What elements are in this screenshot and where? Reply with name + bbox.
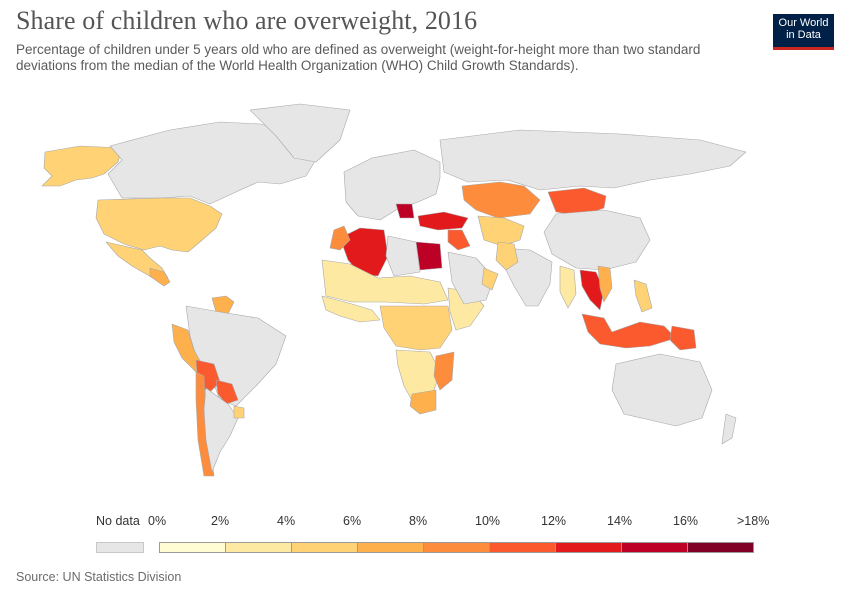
chart-subtitle: Percentage of children under 5 years old… [16, 42, 701, 73]
legend-bin-6[interactable] [555, 542, 622, 553]
map-region-balkans[interactable]: Balkans [395, 203, 415, 219]
map-region-australia[interactable]: Australia [611, 353, 713, 427]
map-region-morocco[interactable]: Morocco [329, 225, 351, 251]
map-region-pakistan[interactable]: Pakistan [495, 241, 519, 271]
owid-logo[interactable]: Our World in Data [773, 14, 834, 50]
map-region-egypt[interactable]: Egypt [415, 241, 443, 271]
legend-tick-label: 2% [211, 514, 230, 528]
map-region-algeria[interactable]: Algeria [339, 227, 389, 277]
map-region-myanmar[interactable]: Myanmar [559, 265, 577, 309]
map-region-paraguay[interactable]: Paraguay [215, 379, 239, 405]
map-region-thailand[interactable]: Thailand [579, 269, 605, 311]
map-region-oman[interactable]: Oman [481, 267, 499, 291]
source-note[interactable]: Source: UN Statistics Division [16, 570, 182, 584]
legend-tick-label: 8% [409, 514, 428, 528]
legend-tick-label: 12% [541, 514, 567, 528]
map-region-argentina[interactable]: Argentina [203, 387, 239, 473]
map-region-mozambique[interactable]: Mozambique [433, 351, 455, 391]
logo-line-1: Our World [778, 17, 829, 29]
map-region-philippines[interactable]: Philippines [633, 279, 653, 313]
map-region-mongolia[interactable]: Mongolia [547, 187, 607, 217]
map-region-turkey[interactable]: Turkey [417, 211, 469, 231]
world-map: AlaskaCanadaGreenlandUnited StatesMexico… [41, 103, 747, 477]
legend-tick-label: 0% [148, 514, 167, 528]
chart-title: Share of children who are overweight, 20… [16, 6, 478, 35]
map-region-sahel[interactable]: Sahel [321, 259, 449, 305]
map-region-venezuela[interactable]: Venezuela [211, 295, 235, 315]
map-region-arabian-peninsula[interactable]: Arabian Peninsula [447, 251, 495, 305]
map-region-central-america[interactable]: Central America [149, 267, 171, 287]
logo-line-2: in Data [786, 29, 821, 41]
map-region-china[interactable]: China [543, 209, 651, 271]
map-region-central-asia[interactable]: Central Asia [477, 215, 525, 247]
map-region-libya[interactable]: Libya [385, 235, 421, 277]
map-region-south-africa[interactable]: South Africa [409, 389, 437, 415]
legend-bin-4[interactable] [423, 542, 490, 553]
map-region-new-zealand[interactable]: New Zealand [721, 413, 737, 445]
legend-tick-label: 4% [277, 514, 296, 528]
map-region-vietnam[interactable]: Vietnam [597, 265, 613, 303]
legend-tick-label: 6% [343, 514, 362, 528]
legend-bin-3[interactable] [357, 542, 424, 553]
legend-no-data-label: No data [96, 514, 140, 528]
legend-no-data-swatch[interactable] [96, 542, 144, 553]
map-region-canada[interactable]: Canada [107, 121, 319, 205]
map-region-west-africa[interactable]: West Africa [321, 295, 381, 323]
map-region-russia[interactable]: Russia [439, 129, 747, 191]
legend-bin-2[interactable] [291, 542, 358, 553]
map-region-alaska[interactable]: Alaska [41, 145, 123, 187]
map-region-kazakhstan[interactable]: Kazakhstan [461, 181, 541, 219]
map-region-central-africa[interactable]: Central Africa [379, 305, 453, 351]
legend-bin-1[interactable] [225, 542, 292, 553]
legend-tick-label: 14% [607, 514, 633, 528]
map-region-indonesia[interactable]: Indonesia [581, 313, 677, 349]
legend-bin-5[interactable] [489, 542, 556, 553]
map-region-europe[interactable]: Europe [343, 149, 441, 221]
legend-tick-label: 16% [673, 514, 699, 528]
legend-bin-7[interactable] [621, 542, 688, 553]
map-region-united-states[interactable]: United States [95, 197, 223, 253]
map-region-papua-new-guinea[interactable]: Papua New Guinea [669, 325, 697, 351]
legend-bin-0[interactable] [159, 542, 226, 553]
map-region-syria[interactable]: Syria [447, 229, 471, 251]
map-region-greenland[interactable]: Greenland [249, 103, 351, 163]
map-region-uruguay[interactable]: Uruguay [233, 405, 245, 419]
legend-tick-label: >18% [737, 514, 770, 528]
legend-bin-8[interactable] [687, 542, 754, 553]
legend-tick-label: 10% [475, 514, 501, 528]
